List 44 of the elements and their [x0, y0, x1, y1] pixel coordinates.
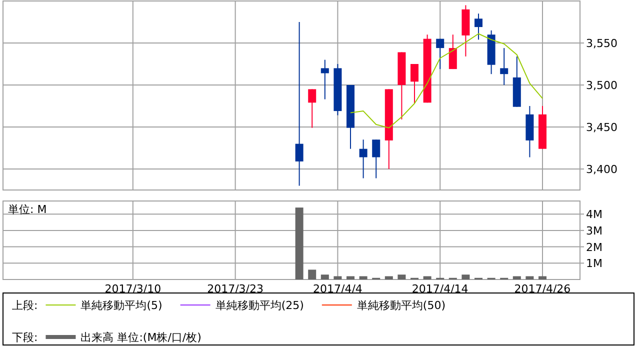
bar — [295, 208, 304, 280]
bar — [334, 276, 342, 280]
legend-label: 単純移動平均(25) — [215, 299, 304, 312]
legend-label: 出来高 単位:(M株/口/枚) — [80, 331, 202, 344]
bar — [423, 276, 432, 280]
y-tick-label: 3,400 — [586, 163, 618, 176]
bar — [320, 274, 329, 280]
x-tick-label: 2017/4/4 — [313, 282, 362, 296]
y-tick-label: 4M — [586, 208, 602, 222]
bar — [384, 276, 393, 280]
x-tick-label: 2017/4/26 — [514, 282, 571, 296]
candlestick — [436, 38, 444, 70]
bar — [359, 276, 368, 280]
y-tick-label: 3,450 — [586, 121, 618, 134]
candlestick — [372, 139, 380, 179]
x-tick-label: 2017/4/14 — [412, 282, 468, 296]
candlestick — [295, 22, 304, 186]
legend-title: 下段: — [12, 331, 38, 344]
y-tick-label: 3,500 — [586, 79, 618, 92]
legend-label: 単純移動平均(5) — [80, 299, 162, 312]
bar — [526, 276, 534, 280]
candlestick — [448, 34, 457, 70]
bar — [308, 270, 316, 280]
x-tick-label: 2017/3/10 — [104, 282, 162, 296]
x-tick-label: 2017/3/23 — [207, 282, 264, 296]
candlestick — [308, 88, 316, 128]
candlestick — [500, 48, 508, 86]
y-tick-label: 2M — [586, 240, 602, 254]
candlestick — [410, 64, 419, 104]
legend-label: 単純移動平均(50) — [356, 299, 446, 312]
bar — [398, 274, 406, 280]
candlestick — [474, 13, 482, 40]
legend-title: 上段: — [12, 299, 38, 312]
line-series — [350, 33, 543, 128]
bar — [462, 274, 470, 280]
candlestick — [359, 139, 368, 179]
bar — [346, 276, 355, 280]
bar — [538, 276, 546, 280]
y-axis-title: 単位: M — [8, 203, 47, 216]
y-tick-label: 3,550 — [586, 37, 618, 50]
y-tick-label: 1M — [586, 257, 602, 270]
bar — [512, 276, 521, 280]
candlestick — [320, 59, 329, 100]
y-tick-label: 3M — [586, 224, 602, 238]
